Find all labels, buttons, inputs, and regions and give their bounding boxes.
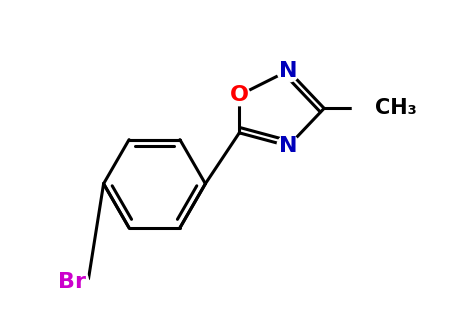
Circle shape [276, 59, 299, 82]
Circle shape [352, 88, 393, 129]
Text: N: N [278, 61, 297, 81]
Circle shape [55, 265, 88, 299]
Circle shape [276, 135, 299, 157]
Text: Br: Br [57, 272, 86, 292]
Text: CH₃: CH₃ [374, 98, 416, 118]
Text: N: N [278, 136, 297, 156]
Text: O: O [229, 85, 248, 105]
Circle shape [228, 84, 249, 106]
